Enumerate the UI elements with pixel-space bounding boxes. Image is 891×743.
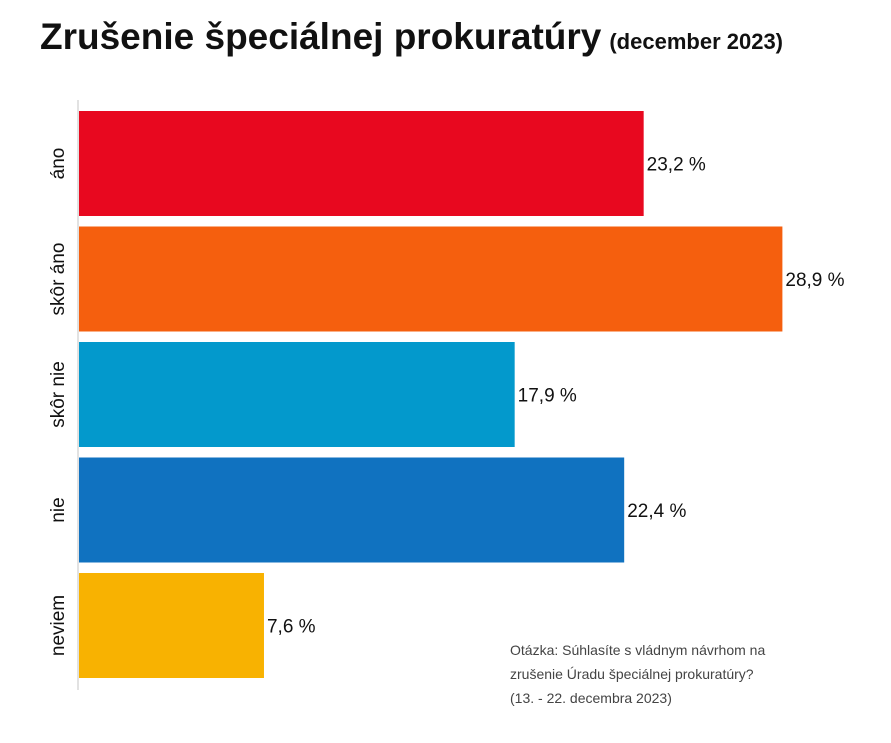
bar-neviem — [79, 573, 264, 678]
note-line-1: Otázka: Súhlasíte s vládnym návrhom na — [510, 642, 766, 658]
bar-skor-ano — [79, 226, 783, 332]
category-label-skor-ano: skôr áno — [48, 243, 69, 316]
labels-layer: 23,2 % áno 28,9 % skôr áno 17,9 % skôr nie 22,… — [48, 148, 845, 656]
bar-ano — [79, 111, 644, 216]
category-label-neviem: neviem — [48, 595, 69, 656]
bar-skor-nie — [79, 342, 515, 447]
value-label-nie: 22,4 % — [627, 501, 686, 522]
category-label-skor-nie: skôr nie — [48, 361, 69, 428]
value-label-skor-ano: 28,9 % — [785, 270, 844, 291]
note-line-2: zrušenie Úradu špeciálnej prokuratúry? — [510, 666, 754, 682]
bar-nie — [79, 457, 625, 563]
question-note: Otázka: Súhlasíte s vládnym návrhom na z… — [510, 638, 840, 710]
value-label-neviem: 7,6 % — [267, 617, 316, 638]
chart-title: Zrušenie špeciálnej prokuratúry (december… — [40, 16, 783, 58]
value-label-ano: 23,2 % — [647, 155, 706, 176]
note-line-3: (13. - 22. decembra 2023) — [510, 690, 672, 706]
chart-title-main: Zrušenie špeciálnej prokuratúry — [40, 16, 602, 57]
chart-subtitle: (december 2023) — [609, 29, 784, 54]
category-label-ano: áno — [48, 148, 69, 180]
category-label-nie: nie — [48, 497, 69, 522]
value-label-skor-nie: 17,9 % — [518, 386, 577, 407]
bars-layer — [79, 111, 783, 678]
